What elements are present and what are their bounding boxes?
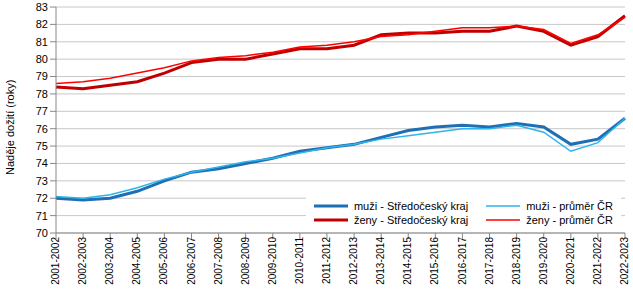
html-text:muži - průměr ČR: muži - průměr ČR — [526, 200, 613, 212]
svg-text:81: 81 — [36, 36, 48, 48]
svg-text:83: 83 — [36, 1, 48, 13]
svg-text:Naděje dožití (roky): Naděje dožití (roky) — [8, 80, 16, 175]
svg-text:2021-2022: 2021-2022 — [592, 237, 603, 285]
svg-text:2016-2017: 2016-2017 — [457, 237, 468, 285]
svg-text:70: 70 — [36, 227, 48, 239]
html-text:ženy - Středočeský kraj: ženy - Středočeský kraj — [353, 214, 469, 226]
svg-text:2018-2019: 2018-2019 — [511, 237, 522, 285]
svg-text:2020-2021: 2020-2021 — [565, 237, 576, 285]
svg-text:2003-2004: 2003-2004 — [104, 237, 115, 285]
svg-text:2002-2003: 2002-2003 — [77, 237, 88, 285]
svg-text:82: 82 — [36, 18, 48, 30]
svg-text:2022-2023: 2022-2023 — [619, 237, 625, 285]
html-text:ženy - průměr ČR: ženy - průměr ČR — [526, 214, 613, 226]
svg-text:2004-2005: 2004-2005 — [131, 237, 142, 285]
svg-text:72: 72 — [36, 192, 48, 204]
svg-text:79: 79 — [36, 70, 48, 82]
html-text:muži - Středočeský kraj: muži - Středočeský kraj — [353, 200, 469, 212]
svg-text:2015-2016: 2015-2016 — [429, 237, 440, 285]
svg-text:2017-2018: 2017-2018 — [484, 237, 495, 285]
svg-text:78: 78 — [36, 88, 48, 100]
svg-text:77: 77 — [36, 105, 48, 117]
svg-text:2010-2011: 2010-2011 — [294, 237, 305, 285]
svg-text:2013-2014: 2013-2014 — [375, 237, 386, 285]
svg-text:2001-2002: 2001-2002 — [50, 237, 61, 285]
svg-text:2009-2010: 2009-2010 — [267, 237, 278, 285]
svg-text:80: 80 — [36, 53, 48, 65]
svg-text:2007-2008: 2007-2008 — [213, 237, 224, 285]
svg-text:76: 76 — [36, 123, 48, 135]
svg-text:2005-2006: 2005-2006 — [158, 237, 169, 285]
svg-text:2011-2012: 2011-2012 — [321, 237, 332, 285]
svg-text:2006-2007: 2006-2007 — [186, 237, 197, 285]
svg-text:2019-2020: 2019-2020 — [538, 237, 549, 285]
svg-text:74: 74 — [36, 157, 48, 169]
svg-text:73: 73 — [36, 175, 48, 187]
svg-text:71: 71 — [36, 210, 48, 222]
svg-text:2008-2009: 2008-2009 — [240, 237, 251, 285]
svg-text:2014-2015: 2014-2015 — [402, 237, 413, 285]
svg-text:2012-2013: 2012-2013 — [348, 237, 359, 285]
svg-text:75: 75 — [36, 140, 48, 152]
